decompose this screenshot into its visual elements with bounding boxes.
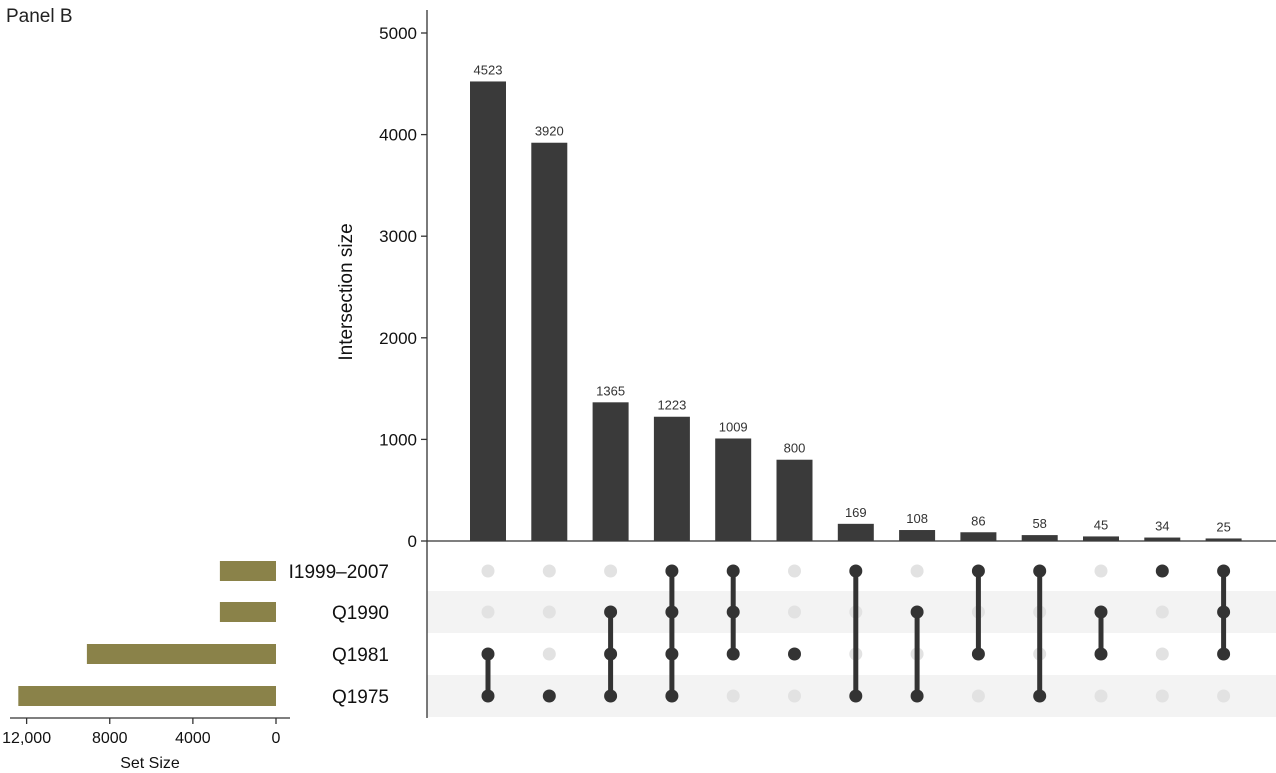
bar-value-label: 1009 xyxy=(719,419,748,434)
matrix-dot-active xyxy=(971,564,985,578)
matrix-dot-active xyxy=(481,647,495,661)
matrix-dot-active xyxy=(1217,647,1231,661)
y-tick-label: 5000 xyxy=(379,24,417,43)
matrix-dot-active xyxy=(604,605,618,619)
matrix-dot-inactive xyxy=(604,564,618,578)
bar-value-label: 1223 xyxy=(657,398,686,413)
set-size-axis-label: Set Size xyxy=(120,755,180,772)
matrix-dot-inactive xyxy=(788,689,801,703)
y-tick-label: 2000 xyxy=(379,329,417,348)
matrix-dot-active xyxy=(665,647,679,661)
matrix-dot-active xyxy=(1094,647,1108,661)
intersection-bar xyxy=(531,142,568,541)
intersection-bar xyxy=(1205,538,1242,541)
set-label: Q1990 xyxy=(332,603,389,624)
matrix-dot-inactive xyxy=(542,564,556,578)
matrix-dot-active xyxy=(1033,564,1047,578)
matrix-dot-inactive xyxy=(481,605,495,619)
matrix-dot-inactive xyxy=(1094,689,1108,703)
bar-value-label: 86 xyxy=(971,513,985,528)
matrix-dot-active xyxy=(726,605,740,619)
set-size-tick-label: 4000 xyxy=(175,730,211,747)
matrix-dot-inactive xyxy=(1155,647,1169,661)
panel-label: Panel B xyxy=(6,6,73,27)
set-label: Q1981 xyxy=(332,645,389,666)
intersection-bar xyxy=(837,523,874,541)
matrix-dot-active xyxy=(910,689,924,703)
matrix-dot-active xyxy=(665,689,679,703)
matrix-dot-inactive xyxy=(910,564,924,578)
matrix-dot-inactive xyxy=(788,605,801,619)
matrix-dot-active xyxy=(788,647,801,661)
intersection-bar xyxy=(715,438,752,541)
matrix-dot-active xyxy=(1155,564,1169,578)
intersection-bar xyxy=(1144,537,1181,541)
matrix-dot-active xyxy=(481,689,495,703)
bar-value-label: 25 xyxy=(1216,519,1230,534)
matrix-dot-inactive xyxy=(788,564,801,578)
matrix-dot-active xyxy=(542,689,556,703)
bar-value-label: 169 xyxy=(845,505,867,520)
matrix-dot-inactive xyxy=(1155,689,1169,703)
matrix-dot-active xyxy=(604,689,618,703)
matrix-dot-inactive xyxy=(1217,689,1231,703)
intersection-bar xyxy=(1021,535,1058,541)
matrix-dot-active xyxy=(665,564,679,578)
set-size-bar xyxy=(86,644,276,664)
bar-value-label: 45 xyxy=(1094,517,1108,532)
y-axis-label: Intersection size xyxy=(336,223,357,360)
set-size-bar xyxy=(219,561,276,581)
intersection-bar xyxy=(899,530,936,541)
intersection-bar xyxy=(960,532,997,541)
matrix-dot-inactive xyxy=(481,564,495,578)
set-size-tick-label: 12,000 xyxy=(2,730,51,747)
set-size-tick-label: 0 xyxy=(272,730,281,747)
matrix-dot-inactive xyxy=(1094,564,1108,578)
set-label: I1999–2007 xyxy=(289,562,389,583)
matrix-dot-inactive xyxy=(971,689,985,703)
matrix-dot-active xyxy=(1094,605,1108,619)
bar-value-label: 34 xyxy=(1155,519,1169,534)
set-size-bar xyxy=(219,602,276,622)
matrix-dot-inactive xyxy=(542,605,556,619)
set-size-bar xyxy=(18,686,276,706)
matrix-dot-active xyxy=(726,564,740,578)
matrix-dot-active xyxy=(665,605,679,619)
intersection-bar xyxy=(592,402,629,541)
matrix-dot-inactive xyxy=(726,689,740,703)
matrix-dot-active xyxy=(849,564,863,578)
bar-value-label: 3920 xyxy=(535,124,564,139)
bar-value-label: 800 xyxy=(784,441,806,456)
matrix-dot-inactive xyxy=(542,647,556,661)
y-tick-label: 3000 xyxy=(379,227,417,246)
intersection-bar xyxy=(653,416,690,541)
matrix-dot-active xyxy=(1033,689,1047,703)
y-tick-label: 1000 xyxy=(379,430,417,449)
intersection-bar xyxy=(1083,536,1119,541)
matrix-dot-active xyxy=(849,689,863,703)
matrix-dot-active xyxy=(1217,564,1231,578)
set-size-tick-label: 8000 xyxy=(92,730,128,747)
intersection-bar xyxy=(776,459,813,541)
matrix-dot-active xyxy=(971,647,985,661)
y-tick-label: 4000 xyxy=(379,126,417,145)
y-tick-label: 0 xyxy=(408,532,417,551)
matrix-dot-active xyxy=(910,605,924,619)
set-label: Q1975 xyxy=(332,687,389,708)
intersection-bar xyxy=(470,81,506,542)
matrix-dot-active xyxy=(726,647,740,661)
matrix-dot-active xyxy=(604,647,618,661)
matrix-dot-active xyxy=(1217,605,1231,619)
bar-value-label: 4523 xyxy=(474,62,503,77)
matrix-dot-inactive xyxy=(1155,605,1169,619)
bar-value-label: 1365 xyxy=(596,383,625,398)
bar-value-label: 108 xyxy=(906,511,928,526)
bar-value-label: 58 xyxy=(1032,516,1046,531)
